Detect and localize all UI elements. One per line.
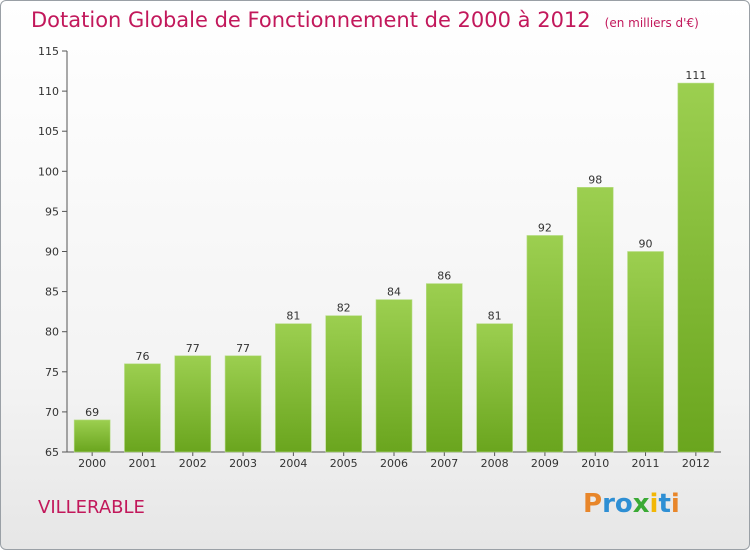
bar xyxy=(576,187,614,453)
bar-value-label: 90 xyxy=(639,238,653,251)
bar xyxy=(627,251,664,453)
y-tick-label: 100 xyxy=(38,165,59,178)
bar xyxy=(677,82,715,453)
bar xyxy=(426,283,463,453)
x-tick-label: 2005 xyxy=(330,457,358,470)
bar-value-label: 77 xyxy=(236,342,250,355)
bar-value-label: 69 xyxy=(85,406,99,419)
bar xyxy=(124,363,161,453)
y-tick-label: 115 xyxy=(38,45,59,58)
y-tick-label: 95 xyxy=(45,205,59,218)
logo-letter: t xyxy=(658,489,671,519)
value-labels: 69 76 77 77 81 82 84 86 81 92 98 90 111 xyxy=(85,69,706,419)
x-tick-label: 2007 xyxy=(430,457,458,470)
x-tick-label: 2011 xyxy=(632,457,660,470)
x-tick-label: 2004 xyxy=(279,457,307,470)
x-tick-label: 2012 xyxy=(682,457,710,470)
bar xyxy=(73,419,111,453)
bar xyxy=(224,355,262,453)
logo-letter: r xyxy=(602,489,615,519)
bar-value-label: 86 xyxy=(437,270,451,283)
logo-letter: o xyxy=(614,489,633,519)
logo-letter: i xyxy=(649,489,659,519)
bar xyxy=(174,355,212,453)
chart-title: Dotation Globale de Fonctionnement de 20… xyxy=(31,8,699,32)
bar-value-label: 111 xyxy=(685,69,706,82)
logo-letter: x xyxy=(632,489,650,519)
bar-value-label: 98 xyxy=(588,173,602,186)
y-tick-label: 90 xyxy=(45,246,59,259)
bar-value-label: 76 xyxy=(135,350,149,363)
y-tick-label: 65 xyxy=(45,446,59,459)
bar xyxy=(375,299,413,453)
bars xyxy=(73,82,715,453)
chart-title-text: Dotation Globale de Fonctionnement de 20… xyxy=(31,8,591,32)
bar-value-label: 81 xyxy=(488,310,502,323)
x-tick-label: 2000 xyxy=(78,457,106,470)
y-tick-label: 85 xyxy=(45,286,59,299)
axes: 65 70 75 80 85 90 95 100 105 110 115 2000 2001 2002 20… xyxy=(38,45,721,470)
x-tick-label: 2006 xyxy=(380,457,408,470)
bar xyxy=(476,323,513,453)
logo-letter: P xyxy=(583,489,603,519)
x-tick-label: 2003 xyxy=(229,457,257,470)
proxiti-logo: Proxiti xyxy=(583,489,680,519)
bar-value-label: 77 xyxy=(186,342,200,355)
logo-letter: i xyxy=(670,489,680,519)
bar xyxy=(325,315,362,453)
bar-value-label: 84 xyxy=(387,286,401,299)
y-tick-label: 75 xyxy=(45,366,59,379)
bar xyxy=(526,235,564,453)
commune-name: VILLERABLE xyxy=(38,497,145,518)
y-tick-label: 70 xyxy=(45,406,59,419)
bar-value-label: 92 xyxy=(538,221,552,234)
y-tick-label: 105 xyxy=(38,125,59,138)
bar-value-label: 82 xyxy=(337,302,351,315)
y-tick-label: 80 xyxy=(45,326,59,339)
x-tick-label: 2009 xyxy=(531,457,559,470)
x-tick-label: 2002 xyxy=(179,457,207,470)
bar xyxy=(275,323,312,453)
x-tick-label: 2008 xyxy=(481,457,509,470)
x-tick-label: 2001 xyxy=(128,457,156,470)
x-tick-label: 2010 xyxy=(581,457,609,470)
unit-note: (en milliers d'€) xyxy=(604,16,699,30)
y-tick-label: 110 xyxy=(38,85,59,98)
bar-value-label: 81 xyxy=(286,310,300,323)
